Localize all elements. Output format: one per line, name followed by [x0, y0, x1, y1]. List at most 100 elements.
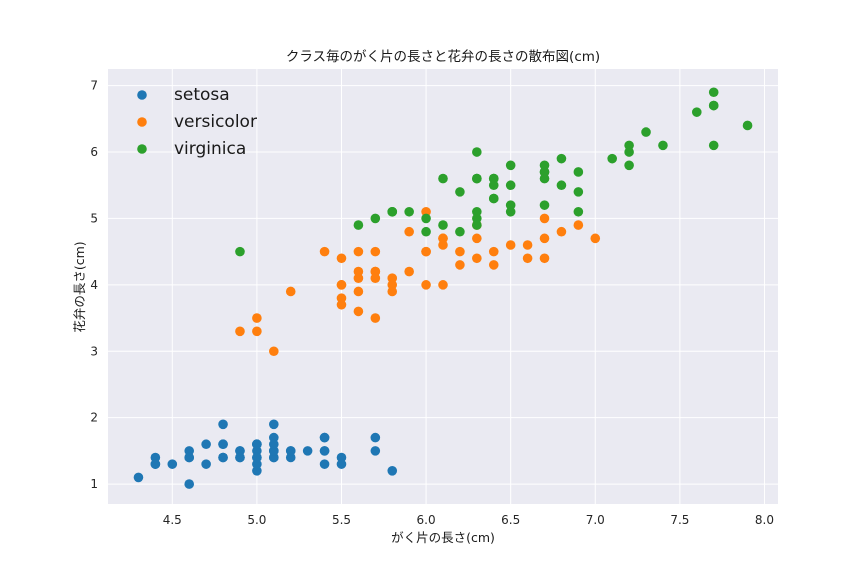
virginica-point	[455, 187, 465, 197]
versicolor-point	[235, 326, 245, 337]
x-tick-label: 8.0	[755, 513, 774, 527]
versicolor-point	[252, 326, 262, 337]
virginica-point	[624, 140, 634, 151]
virginica-point	[556, 180, 567, 191]
setosa-point	[201, 459, 211, 469]
virginica-point	[742, 120, 753, 131]
versicolor-point	[539, 233, 550, 244]
legend-label-versicolor: versicolor	[174, 112, 257, 132]
virginica-point	[235, 246, 245, 257]
versicolor-point	[488, 246, 499, 257]
setosa-point	[201, 439, 211, 450]
setosa-point	[184, 446, 195, 456]
legend-label-setosa: setosa	[174, 85, 230, 105]
virginica-point	[472, 220, 482, 230]
setosa-point	[269, 419, 279, 430]
virginica-point	[387, 206, 398, 217]
versicolor-point	[455, 260, 465, 270]
virginica-point	[641, 127, 651, 137]
setosa-point	[370, 446, 381, 456]
versicolor-point	[353, 273, 364, 283]
virginica-point	[607, 153, 617, 164]
virginica-point	[573, 187, 584, 197]
versicolor-point	[421, 206, 431, 217]
virginica-point	[505, 160, 516, 171]
versicolor-point	[387, 286, 398, 297]
versicolor-point	[438, 240, 448, 250]
versicolor-point	[370, 273, 381, 283]
setosa-point	[218, 419, 228, 430]
versicolor-point	[353, 306, 364, 317]
x-tick-label: 7.0	[586, 513, 605, 527]
chart-title: クラス毎のがく片の長さと花弁の長さの散布図(cm)	[286, 49, 600, 65]
y-tick-label: 6	[90, 145, 98, 159]
x-tick-label: 7.5	[670, 513, 689, 527]
virginica-point	[505, 200, 516, 210]
setosa-point	[252, 446, 262, 456]
x-tick-label: 5.0	[247, 513, 266, 527]
setosa-point	[285, 452, 296, 463]
setosa-point	[167, 459, 178, 469]
versicolor-point	[488, 260, 499, 270]
versicolor-point	[539, 253, 550, 264]
y-tick-label: 1	[90, 477, 98, 491]
setosa-point	[218, 439, 228, 450]
setosa-point	[269, 446, 279, 456]
setosa-point	[269, 452, 279, 463]
virginica-point	[438, 220, 448, 230]
virginica-point	[472, 206, 482, 217]
versicolor-point	[353, 266, 364, 277]
setosa-point	[370, 432, 381, 443]
virginica-point	[556, 153, 567, 164]
versicolor-point	[353, 246, 364, 257]
y-tick-label: 7	[90, 79, 98, 93]
setosa-point	[387, 465, 398, 476]
virginica-point	[573, 206, 584, 217]
versicolor-point	[387, 280, 398, 290]
versicolor-point	[370, 313, 381, 323]
virginica-point	[573, 167, 584, 177]
y-axis-label: 花弁の長さ(cm)	[72, 241, 87, 332]
virginica-point	[438, 173, 448, 184]
setosa-point	[302, 446, 313, 456]
versicolor-point	[285, 286, 296, 297]
x-tick-label: 6.5	[501, 513, 520, 527]
versicolor-point	[438, 280, 448, 290]
versicolor-point	[269, 346, 279, 357]
versicolor-point	[556, 226, 567, 237]
virginica-point	[708, 100, 719, 111]
versicolor-point	[370, 266, 381, 277]
x-tick-label: 6.0	[417, 513, 436, 527]
virginica-point	[658, 140, 668, 151]
y-tick-label: 2	[90, 411, 98, 425]
versicolor-point	[539, 213, 550, 224]
virginica-point	[505, 206, 516, 217]
versicolor-point	[455, 246, 465, 257]
setosa-point	[150, 452, 161, 463]
setosa-point	[319, 446, 330, 456]
setosa-point	[252, 452, 262, 463]
legend-marker-setosa	[137, 90, 147, 100]
virginica-point	[488, 173, 499, 184]
virginica-point	[472, 147, 482, 157]
y-tick-label: 5	[90, 211, 98, 225]
legend-label-virginica: virginica	[174, 139, 246, 159]
virginica-point	[404, 206, 414, 217]
versicolor-point	[522, 240, 533, 250]
versicolor-point	[404, 266, 414, 277]
setosa-point	[269, 439, 279, 450]
versicolor-point	[319, 246, 330, 257]
setosa-point	[184, 452, 195, 463]
setosa-point	[235, 446, 245, 456]
virginica-point	[472, 213, 482, 224]
virginica-point	[624, 147, 634, 157]
x-tick-label: 5.5	[332, 513, 351, 527]
virginica-point	[708, 87, 719, 98]
virginica-point	[421, 213, 431, 224]
versicolor-point	[336, 293, 347, 303]
versicolor-point	[370, 246, 381, 257]
virginica-point	[691, 107, 702, 117]
versicolor-point	[438, 233, 448, 244]
virginica-point	[488, 193, 499, 204]
setosa-point	[336, 459, 347, 469]
